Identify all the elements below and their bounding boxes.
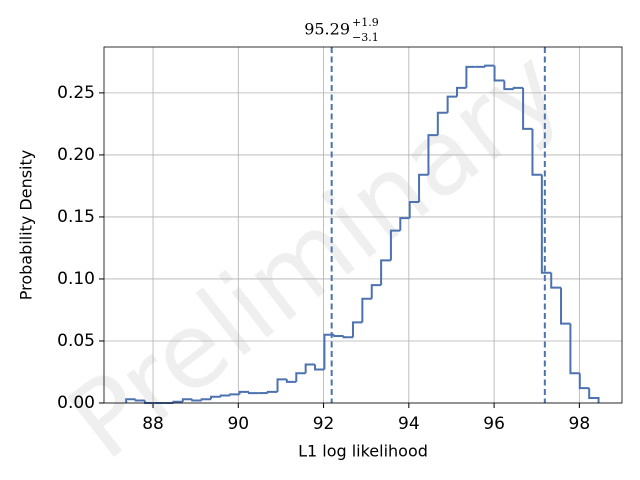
plot-frame <box>103 46 623 404</box>
histogram-step <box>531 128 542 176</box>
histogram-step <box>465 65 476 88</box>
y-tick-label: 0.20 <box>57 145 95 165</box>
histogram-step <box>361 297 372 323</box>
histogram-step <box>588 388 600 403</box>
histogram-step <box>560 287 571 325</box>
histogram-step <box>503 80 514 91</box>
histogram-step <box>578 373 590 390</box>
y-tick-label: 0.00 <box>57 393 95 413</box>
histogram-step <box>181 398 193 402</box>
histogram-step <box>333 334 344 338</box>
histogram-step <box>191 399 202 402</box>
x-tick-label: 88 <box>142 414 164 434</box>
x-tick-label: 90 <box>227 414 249 434</box>
histogram-step <box>540 174 552 274</box>
histogram-step <box>399 217 410 231</box>
histogram-step <box>512 86 524 90</box>
histogram-step <box>314 364 325 371</box>
histogram-step <box>484 64 495 67</box>
histogram-step <box>219 394 231 397</box>
x-tick-label: 98 <box>569 414 591 434</box>
histogram-step <box>266 390 278 394</box>
title-value: 95.29 <box>304 20 350 39</box>
histogram-step <box>229 393 240 396</box>
histogram-step <box>389 229 401 261</box>
histogram-step <box>456 86 467 97</box>
watermark: Preliminary <box>46 25 584 480</box>
histogram-step <box>418 173 429 203</box>
histogram-step <box>285 379 297 383</box>
histogram-step <box>370 284 382 299</box>
y-tick-label: 0.25 <box>57 83 95 103</box>
histogram-step <box>351 321 363 338</box>
x-tick-label: 94 <box>398 414 420 434</box>
title-lower: −3.1 <box>352 31 379 44</box>
histogram-step <box>276 378 287 392</box>
y-tick-label: 0.05 <box>57 331 95 351</box>
histogram-step <box>247 391 259 395</box>
histogram-step <box>238 390 249 395</box>
histogram-step <box>436 111 448 136</box>
histogram-step <box>446 95 458 113</box>
histogram-step <box>200 398 212 401</box>
x-tick-label: 96 <box>483 414 505 434</box>
histogram-step <box>569 323 580 375</box>
y-tick-label: 0.15 <box>57 207 95 227</box>
histogram-step <box>342 336 353 339</box>
y-tick-label: 0.10 <box>57 269 95 289</box>
histogram-step <box>125 398 136 403</box>
histogram-step <box>210 395 221 400</box>
histogram-step <box>172 400 183 403</box>
histogram-step <box>550 272 562 289</box>
x-axis-label: L1 log likelihood <box>298 442 428 461</box>
histogram-step <box>427 134 438 175</box>
histogram-step <box>134 399 145 402</box>
chart-title: 95.29 +1.9 −3.1 <box>304 16 379 44</box>
histogram-step <box>522 87 533 130</box>
histogram-step <box>380 259 391 286</box>
histogram-step <box>493 65 505 82</box>
x-tick-label: 92 <box>313 414 335 434</box>
title-upper: +1.9 <box>352 16 379 29</box>
histogram-step <box>323 333 335 370</box>
y-axis-label: Probability Density <box>17 150 36 301</box>
histogram-step <box>408 201 420 219</box>
histogram-step <box>295 372 306 382</box>
histogram-step <box>304 363 316 374</box>
